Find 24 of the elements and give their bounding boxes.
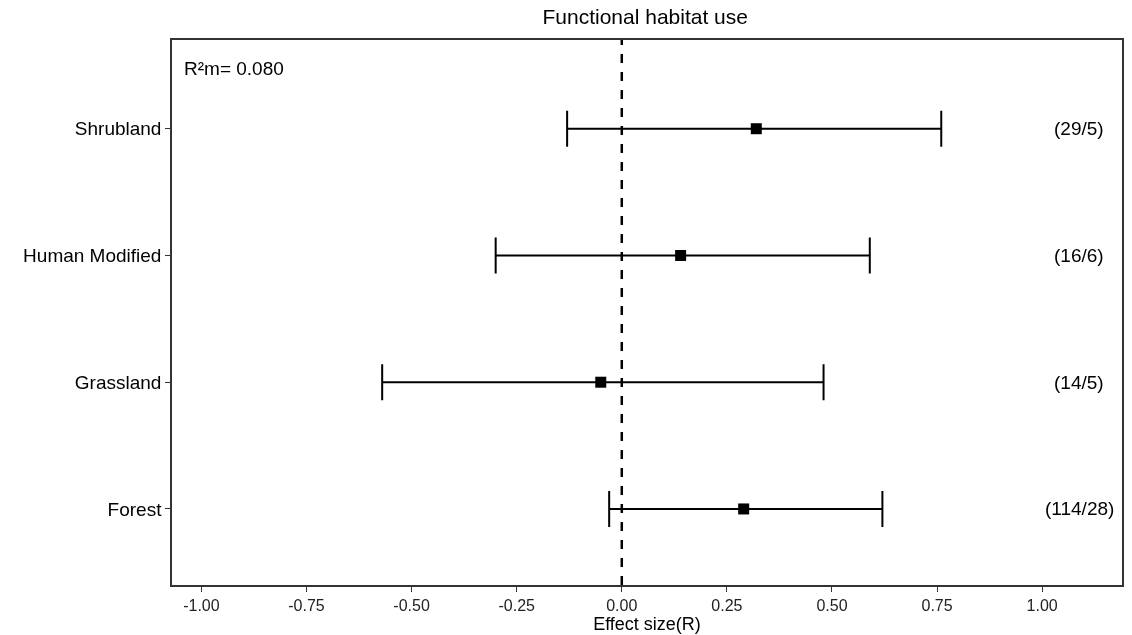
- annotation: (16/6): [1054, 245, 1104, 266]
- x-tick-label: -0.75: [288, 596, 325, 614]
- y-tick-label: Shrubland: [74, 118, 162, 140]
- annotation: R²m= 0.080: [184, 58, 284, 79]
- y-tick-label: Human Modified: [23, 245, 162, 267]
- annotation: (29/5): [1054, 118, 1104, 139]
- chart-title: Functional habitat use: [542, 5, 748, 29]
- point: [675, 249, 687, 261]
- x-tick-label: -1.00: [183, 596, 220, 614]
- x-tick-label: 1.00: [1026, 596, 1058, 614]
- point: [750, 123, 762, 135]
- x-tick-label: 0.00: [606, 596, 638, 614]
- annotation: (114/28): [1045, 498, 1115, 519]
- point: [738, 503, 750, 515]
- point: [595, 376, 607, 388]
- x-tick-label: -0.50: [393, 596, 430, 614]
- x-tick-label: 0.75: [921, 596, 953, 614]
- y-tick-label: Grassland: [74, 371, 162, 393]
- y-tick-label: Forest: [107, 498, 163, 520]
- x-axis-title: Effect size(R): [593, 613, 701, 634]
- x-tick-label: -0.25: [498, 596, 536, 614]
- x-tick-label: 0.25: [711, 596, 743, 614]
- x-tick-label: 0.50: [816, 596, 848, 614]
- annotation: (14/5): [1054, 372, 1104, 393]
